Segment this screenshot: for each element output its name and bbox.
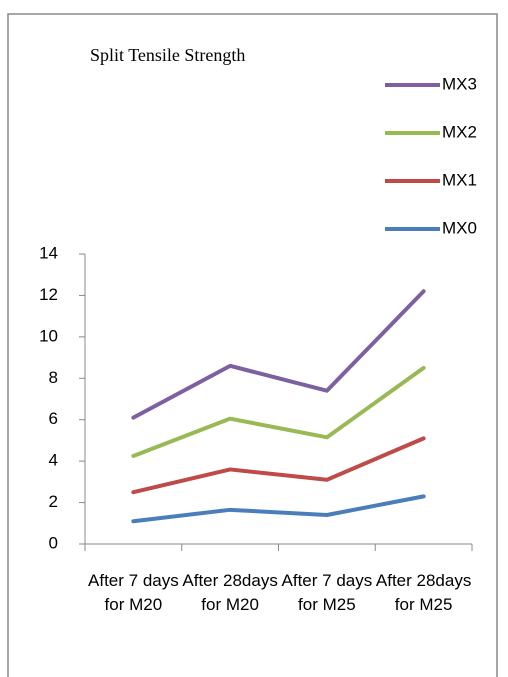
y-tick-label: 12	[39, 285, 58, 304]
x-tick-label: After 28days for M25	[375, 571, 472, 614]
y-tick-label: 2	[49, 492, 58, 511]
chart-frame	[7, 13, 498, 677]
x-tick-label: After 7 days for M20	[88, 571, 179, 614]
line-series	[131, 494, 426, 524]
x-tick-label: After 7 days for M25	[281, 571, 373, 614]
line-series	[131, 365, 426, 458]
y-tick-label: 10	[39, 326, 58, 345]
legend-label: MX3	[442, 74, 477, 93]
legend-label: MX0	[442, 218, 477, 237]
legend-label: MX2	[442, 122, 477, 141]
y-tick-label: 8	[49, 368, 58, 387]
y-tick-label: 4	[49, 451, 58, 470]
line-series	[131, 436, 426, 495]
y-tick-label: 14	[39, 243, 58, 262]
legend-label: MX1	[442, 170, 477, 189]
line-series	[131, 289, 426, 420]
y-tick-label: 6	[49, 409, 58, 428]
x-tick-label: After 28days for M20	[182, 571, 278, 614]
chart-title: Split Tensile Strength	[90, 45, 245, 65]
y-tick-label: 0	[49, 533, 58, 552]
